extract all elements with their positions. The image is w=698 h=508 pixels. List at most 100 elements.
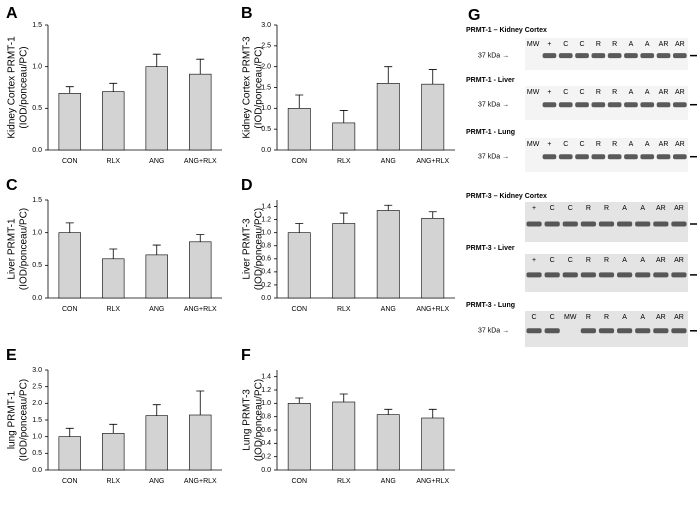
y-axis-label: (IOD/ponceau/PC) bbox=[19, 208, 30, 290]
bar bbox=[421, 217, 445, 299]
error-bar bbox=[384, 204, 393, 211]
bar bbox=[102, 433, 125, 471]
bar bbox=[287, 232, 311, 299]
bar bbox=[58, 93, 81, 151]
y-axis-label: Liver PRMT-1 bbox=[7, 218, 18, 280]
x-tick-label: ANG+RLX bbox=[416, 158, 449, 165]
panel-label: E bbox=[6, 347, 17, 364]
band bbox=[635, 221, 651, 227]
mw-marker: 37 kDa → bbox=[478, 328, 509, 335]
band bbox=[562, 272, 578, 278]
x-tick-label: CON bbox=[291, 306, 307, 313]
x-tick-label: RLX bbox=[337, 158, 351, 165]
error-bar bbox=[384, 408, 393, 415]
error-bar bbox=[196, 234, 205, 242]
lane-label: R bbox=[612, 89, 617, 96]
band bbox=[617, 272, 633, 278]
y-tick-label: 0.2 bbox=[261, 282, 271, 289]
band bbox=[673, 102, 687, 108]
x-tick-label: ANG+RLX bbox=[416, 478, 449, 485]
y-tick-label: 2.5 bbox=[261, 43, 271, 50]
x-tick-label: ANG+RLX bbox=[184, 478, 217, 485]
bar bbox=[145, 66, 168, 151]
error-bar bbox=[295, 397, 304, 404]
error-bar bbox=[109, 423, 118, 434]
lane-label: C bbox=[550, 314, 555, 321]
lane-label: AR bbox=[674, 257, 684, 264]
bar bbox=[421, 417, 445, 471]
x-tick-label: ANG+RLX bbox=[184, 306, 217, 313]
y-tick-label: 1.5 bbox=[32, 197, 42, 204]
lane-label: AR bbox=[659, 89, 669, 96]
y-axis-label: lung PRMT-1 bbox=[7, 390, 18, 449]
x-tick-label: ANG+RLX bbox=[184, 158, 217, 165]
band bbox=[640, 154, 655, 160]
x-tick-label: CON bbox=[291, 478, 307, 485]
lane-label: + bbox=[547, 41, 551, 48]
lane-label: R bbox=[596, 41, 601, 48]
band bbox=[558, 53, 573, 59]
lane-label: R bbox=[612, 41, 617, 48]
x-tick-label: RLX bbox=[106, 158, 120, 165]
x-tick-label: ANG bbox=[149, 158, 164, 165]
band bbox=[671, 328, 687, 334]
y-tick-label: 0.0 bbox=[261, 295, 271, 302]
blot-title: PRMT-3 – Kidney Cortex bbox=[466, 193, 547, 200]
error-bar bbox=[152, 404, 161, 416]
x-tick-label: RLX bbox=[106, 306, 120, 313]
band bbox=[526, 328, 542, 334]
lane-label: C bbox=[550, 205, 555, 212]
band bbox=[591, 102, 606, 108]
x-tick-label: CON bbox=[62, 478, 78, 485]
y-tick-label: 0.5 bbox=[32, 450, 42, 457]
band bbox=[591, 53, 606, 59]
band bbox=[656, 154, 671, 160]
x-tick-label: ANG bbox=[149, 478, 164, 485]
y-tick-label: 2.0 bbox=[261, 64, 271, 71]
lane-label: R bbox=[586, 314, 591, 321]
panel-label: C bbox=[6, 177, 18, 194]
y-tick-label: 3.0 bbox=[261, 22, 271, 29]
y-tick-label: 0.4 bbox=[261, 440, 271, 447]
mw-marker: 37 kDa → bbox=[478, 52, 509, 59]
band bbox=[624, 102, 638, 108]
lane-label: R bbox=[596, 141, 601, 148]
bar bbox=[58, 436, 81, 471]
lane-label: R bbox=[586, 257, 591, 264]
y-tick-label: 0.6 bbox=[261, 427, 271, 434]
y-tick-label: 0.8 bbox=[261, 414, 271, 421]
band bbox=[575, 154, 589, 160]
lane-label: R bbox=[604, 257, 609, 264]
y-axis-label: (IOD/ponceau/PC) bbox=[254, 379, 265, 461]
y-tick-label: 0.4 bbox=[261, 269, 271, 276]
error-bar bbox=[295, 223, 304, 233]
bar bbox=[102, 258, 125, 299]
band bbox=[580, 272, 596, 278]
y-tick-label: 0.0 bbox=[261, 467, 271, 474]
error-bar bbox=[196, 58, 205, 75]
mw-marker: 37 kDa → bbox=[478, 154, 509, 161]
band bbox=[575, 53, 589, 59]
error-bar bbox=[339, 393, 348, 402]
bar bbox=[189, 414, 212, 471]
y-tick-label: 0.0 bbox=[261, 147, 271, 154]
y-tick-label: 1.5 bbox=[261, 84, 271, 91]
x-tick-label: CON bbox=[291, 158, 307, 165]
lane-label: AR bbox=[656, 205, 666, 212]
lane-label: C bbox=[563, 41, 568, 48]
y-tick-label: 0.2 bbox=[261, 454, 271, 461]
error-bar bbox=[152, 53, 161, 67]
bar bbox=[376, 414, 400, 471]
lane-label: MW bbox=[527, 41, 540, 48]
lane-label: MW bbox=[564, 314, 577, 321]
bar bbox=[421, 83, 445, 151]
x-tick-label: ANG bbox=[381, 158, 396, 165]
band bbox=[526, 272, 542, 278]
band bbox=[580, 221, 596, 227]
lane-label: C bbox=[580, 41, 585, 48]
band bbox=[542, 102, 557, 108]
bar bbox=[332, 122, 356, 151]
lane-label: A bbox=[629, 41, 634, 48]
lane-label: C bbox=[563, 141, 568, 148]
